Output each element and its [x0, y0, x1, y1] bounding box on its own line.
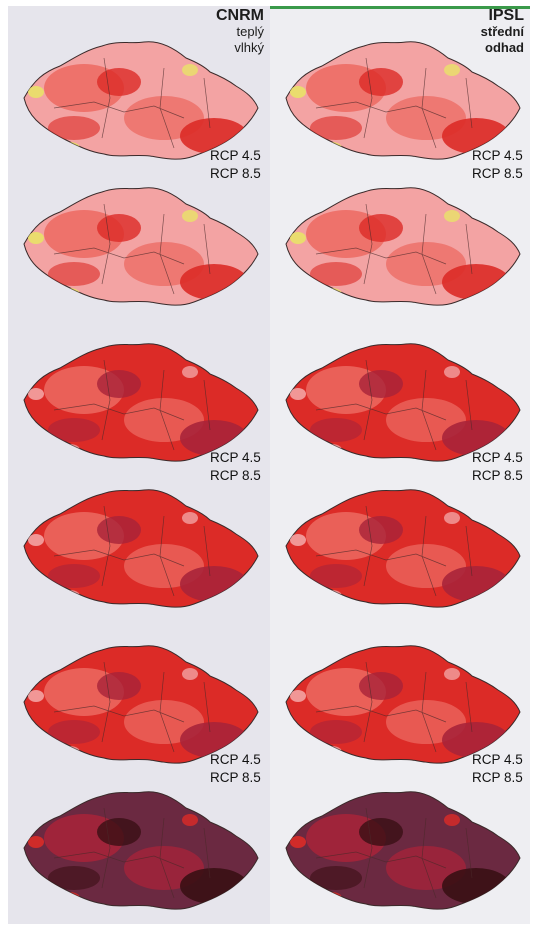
- czech-map: [23, 187, 259, 306]
- scenario-label: RCP 8.5: [210, 468, 261, 483]
- model-subtitle-line2: odhad: [485, 40, 524, 55]
- czech-map: [285, 41, 521, 160]
- column-cnrm: CNRM teplý vlhký: [8, 6, 270, 924]
- column-header-cnrm: CNRM teplý vlhký: [216, 8, 264, 56]
- top-rule: [270, 6, 530, 9]
- czech-map: [23, 645, 259, 764]
- column-ipsl: IPSL střední odhad: [270, 6, 530, 924]
- map-panel-ipsl-45: RCP 4.5: [276, 28, 526, 168]
- czech-map: [23, 41, 259, 160]
- scenario-label: RCP 4.5: [472, 148, 523, 163]
- scenario-label: RCP 4.5: [210, 148, 261, 163]
- map-panel-cnrm-45: RCP 4.5: [14, 330, 264, 470]
- czech-map: [285, 187, 521, 306]
- czech-map: [285, 791, 521, 910]
- czech-map: [285, 489, 521, 608]
- model-subtitle-line2: vlhký: [234, 40, 264, 55]
- column-header-ipsl: IPSL střední odhad: [481, 8, 524, 56]
- map-panel-cnrm-45: RCP 4.5: [14, 28, 264, 168]
- scenario-label: RCP 4.5: [210, 752, 261, 767]
- model-name: CNRM: [216, 7, 264, 24]
- scenario-label: RCP 8.5: [210, 770, 261, 785]
- scenario-label: RCP 8.5: [472, 166, 523, 181]
- map-panel-cnrm-45: RCP 4.5: [14, 632, 264, 772]
- model-subtitle-line1: střední: [480, 24, 524, 39]
- model-subtitle-line1: teplý: [236, 24, 264, 39]
- figure-frame: CNRM teplý vlhký IPSL střední odhad RCP …: [8, 6, 530, 924]
- map-panel-ipsl-45: RCP 4.5: [276, 330, 526, 470]
- map-panel-ipsl-85: RCP 8.5: [276, 770, 526, 918]
- map-panel-ipsl-85: RCP 8.5: [276, 468, 526, 616]
- czech-map: [285, 343, 521, 462]
- czech-map: [23, 343, 259, 462]
- scenario-label: RCP 8.5: [210, 166, 261, 181]
- scenario-label: RCP 8.5: [472, 770, 523, 785]
- czech-map: [285, 645, 521, 764]
- map-panel-ipsl-45: RCP 4.5: [276, 632, 526, 772]
- scenario-label: RCP 4.5: [210, 450, 261, 465]
- map-panel-ipsl-85: RCP 8.5: [276, 166, 526, 314]
- scenario-label: RCP 4.5: [472, 752, 523, 767]
- scenario-label: RCP 8.5: [472, 468, 523, 483]
- scenario-label: RCP 4.5: [472, 450, 523, 465]
- czech-map: [23, 791, 259, 910]
- map-panel-cnrm-85: RCP 8.5: [14, 770, 264, 918]
- map-panel-cnrm-85: RCP 8.5: [14, 166, 264, 314]
- model-name: IPSL: [488, 7, 524, 24]
- czech-map: [23, 489, 259, 608]
- map-panel-cnrm-85: RCP 8.5: [14, 468, 264, 616]
